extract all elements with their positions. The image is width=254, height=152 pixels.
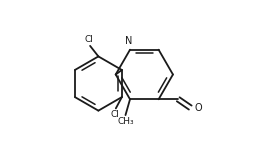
Text: CH₃: CH₃: [117, 117, 134, 126]
Text: N: N: [125, 36, 132, 46]
Text: O: O: [194, 103, 202, 113]
Text: Cl: Cl: [85, 35, 94, 44]
Text: Cl: Cl: [111, 110, 120, 119]
